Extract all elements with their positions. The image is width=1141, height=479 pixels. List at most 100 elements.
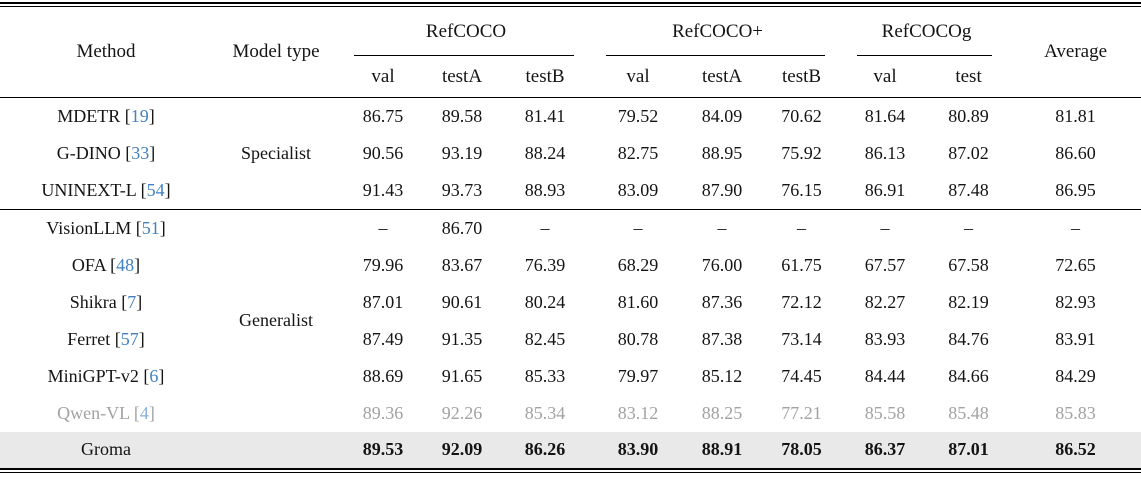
row-ofa: OFA [48] 79.96 83.67 76.39 68.29 76.00 6… bbox=[0, 247, 1141, 284]
method-label: G-DINO bbox=[56, 142, 121, 163]
cite-bracket-close: ] bbox=[148, 105, 155, 126]
header-refcoco-testb: testB bbox=[498, 57, 593, 98]
score-cell: 83.67 bbox=[441, 254, 483, 275]
score-cell: 91.65 bbox=[441, 365, 483, 386]
row-mdetr: MDETR [19] Specialist 86.75 89.58 81.41 … bbox=[0, 97, 1141, 210]
score-cell: 68.29 bbox=[617, 254, 659, 275]
cite-bracket-close: ] bbox=[134, 254, 141, 275]
score-cell: 88.69 bbox=[362, 365, 404, 386]
header-average: Average bbox=[1010, 7, 1141, 98]
score-cell: 80.89 bbox=[948, 105, 989, 126]
score-cell: 84.66 bbox=[948, 365, 989, 386]
score-cell: 86.52 bbox=[1055, 439, 1096, 459]
score-cell: 81.81 bbox=[1055, 105, 1096, 126]
method-label: Ferret bbox=[67, 328, 111, 349]
score-cell: 89.58 bbox=[441, 105, 483, 126]
score-cell: 87.01 bbox=[948, 439, 989, 459]
method-cell: UNINEXT-L [54] bbox=[0, 171, 212, 210]
score-cell: 88.95 bbox=[701, 142, 743, 163]
score-cell: 70.62 bbox=[781, 105, 822, 126]
score-cell: 85.34 bbox=[524, 402, 566, 423]
citation-link[interactable]: 51 bbox=[141, 217, 160, 238]
method-cell: Shikra [7] bbox=[0, 284, 212, 321]
citation-link[interactable]: 48 bbox=[116, 254, 135, 275]
score-cell: 88.93 bbox=[498, 171, 593, 210]
cite-bracket-open: [ bbox=[125, 142, 132, 163]
score-cell: 86.91 bbox=[843, 171, 928, 210]
benchmark-results-table: Method Model type RefCOCO RefCOCO+ RefCO… bbox=[0, 7, 1141, 468]
score-cell: 83.12 bbox=[617, 402, 659, 423]
header-method: Method bbox=[0, 7, 212, 98]
header-refcocog-test: test bbox=[927, 57, 1011, 98]
score-cell: – bbox=[880, 217, 890, 238]
cite-bracket-close: ] bbox=[158, 365, 165, 386]
score-cell: – bbox=[797, 217, 807, 238]
method-cell: G-DINO [33] bbox=[0, 135, 212, 172]
method-label: OFA bbox=[71, 254, 106, 275]
cite-bracket-open: [ bbox=[143, 365, 150, 386]
row-ferret: Ferret [57] 87.49 91.35 82.45 80.78 87.3… bbox=[0, 321, 1141, 358]
score-cell: 86.75 bbox=[362, 105, 404, 126]
score-cell: 75.92 bbox=[781, 142, 822, 163]
score-cell: 92.26 bbox=[441, 402, 483, 423]
score-cell: 80.78 bbox=[617, 328, 659, 349]
score-cell: 81.60 bbox=[617, 291, 659, 312]
row-shikra: Shikra [7] 87.01 90.61 80.24 81.60 87.36… bbox=[0, 284, 1141, 321]
cite-bracket-open: [ bbox=[121, 291, 128, 312]
score-cell: 81.41 bbox=[524, 105, 566, 126]
cite-bracket-open: [ bbox=[114, 328, 121, 349]
score-cell: – bbox=[540, 217, 550, 238]
table-body: MDETR [19] Specialist 86.75 89.58 81.41 … bbox=[0, 97, 1141, 468]
method-label: Groma bbox=[81, 439, 131, 459]
score-cell: 67.57 bbox=[864, 254, 906, 275]
cite-bracket-close: ] bbox=[148, 402, 155, 423]
score-cell: 73.14 bbox=[781, 328, 822, 349]
table-bottom-rule bbox=[0, 467, 1141, 473]
score-cell: 88.91 bbox=[701, 439, 743, 459]
score-cell: 79.52 bbox=[617, 105, 659, 126]
cite-bracket-close: ] bbox=[136, 291, 143, 312]
header-group-refcoco-plus: RefCOCO+ bbox=[592, 7, 843, 57]
score-cell: 83.09 bbox=[592, 171, 685, 210]
method-cell: VisionLLM [51] bbox=[0, 209, 212, 247]
score-cell: 86.60 bbox=[1055, 142, 1096, 163]
citation-link[interactable]: 57 bbox=[120, 328, 139, 349]
score-cell: 85.33 bbox=[524, 365, 566, 386]
score-cell: 85.48 bbox=[948, 402, 989, 423]
citation-link[interactable]: 54 bbox=[146, 179, 165, 200]
header-refcoco-plus-val: val bbox=[592, 57, 685, 98]
header-refcoco-plus-testb: testB bbox=[760, 57, 844, 98]
cite-bracket-open: [ bbox=[110, 254, 117, 275]
citation-link[interactable]: 19 bbox=[130, 105, 149, 126]
score-cell: 87.90 bbox=[684, 171, 761, 210]
row-g-dino: G-DINO [33] 90.56 93.19 88.24 82.75 88.9… bbox=[0, 135, 1141, 172]
model-type-specialist-cell: Specialist bbox=[212, 97, 340, 210]
method-cell: Qwen-VL [4] bbox=[0, 395, 212, 432]
score-cell: 84.29 bbox=[1055, 365, 1096, 386]
table-header: Method Model type RefCOCO RefCOCO+ RefCO… bbox=[0, 7, 1141, 98]
citation-link[interactable]: 7 bbox=[127, 291, 137, 312]
citation-link[interactable]: 33 bbox=[131, 142, 150, 163]
score-cell: 79.96 bbox=[362, 254, 404, 275]
score-cell: 91.35 bbox=[441, 328, 483, 349]
method-label: Shikra bbox=[69, 291, 117, 312]
score-cell: 76.15 bbox=[760, 171, 844, 210]
score-cell: 79.97 bbox=[617, 365, 659, 386]
score-cell: 72.12 bbox=[781, 291, 822, 312]
score-cell: 85.83 bbox=[1055, 402, 1096, 423]
cite-bracket-close: ] bbox=[149, 142, 156, 163]
method-cell: Groma bbox=[0, 432, 212, 468]
score-cell: 82.75 bbox=[617, 142, 659, 163]
score-cell: – bbox=[633, 217, 643, 238]
cite-bracket-open: [ bbox=[133, 402, 140, 423]
table-top-rule bbox=[0, 2, 1141, 7]
score-cell: 88.24 bbox=[524, 142, 566, 163]
score-cell: 82.19 bbox=[948, 291, 989, 312]
score-cell: 86.95 bbox=[1010, 171, 1141, 210]
score-cell: 76.00 bbox=[701, 254, 743, 275]
citation-link[interactable]: 6 bbox=[149, 365, 159, 386]
cite-bracket-open: [ bbox=[140, 179, 147, 200]
citation-link[interactable]: 4 bbox=[139, 402, 149, 423]
score-cell: – bbox=[717, 217, 727, 238]
score-cell: 82.27 bbox=[864, 291, 906, 312]
